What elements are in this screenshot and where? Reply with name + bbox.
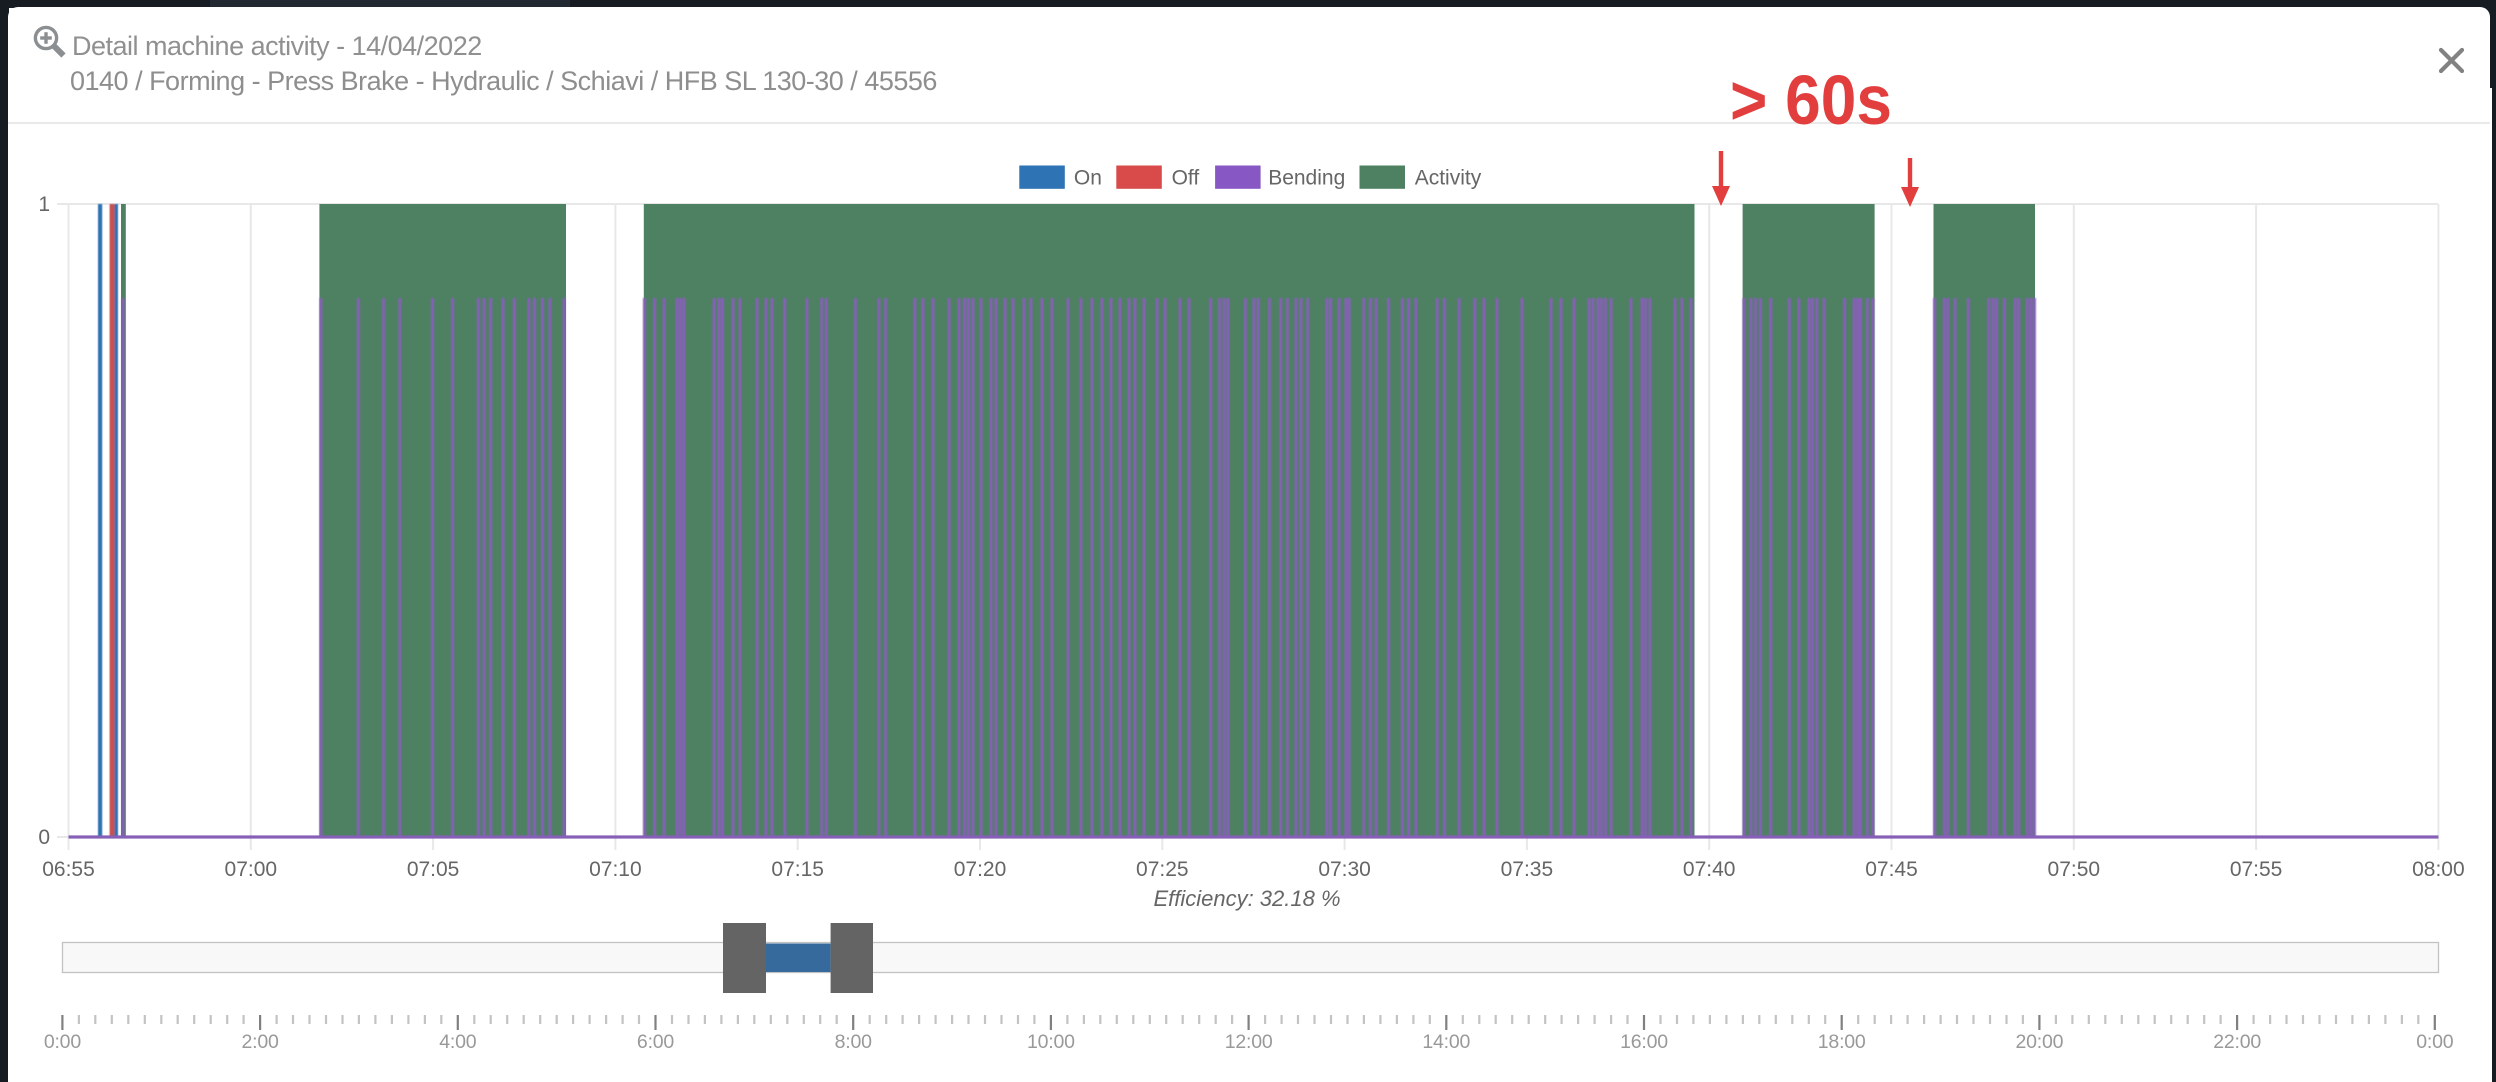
svg-text:07:05: 07:05 xyxy=(407,858,460,881)
svg-text:07:50: 07:50 xyxy=(2048,858,2101,881)
svg-text:07:40: 07:40 xyxy=(1683,858,1736,881)
svg-text:08:00: 08:00 xyxy=(2412,858,2465,881)
svg-text:14:00: 14:00 xyxy=(1422,1031,1470,1053)
svg-text:06:55: 06:55 xyxy=(42,858,95,881)
svg-text:16:00: 16:00 xyxy=(1620,1031,1668,1053)
svg-text:12:00: 12:00 xyxy=(1225,1031,1273,1053)
svg-text:8:00: 8:00 xyxy=(835,1031,873,1053)
svg-text:1: 1 xyxy=(38,193,50,216)
svg-text:18:00: 18:00 xyxy=(1818,1031,1866,1053)
svg-text:On: On xyxy=(1074,167,1102,190)
svg-text:6:00: 6:00 xyxy=(637,1031,675,1053)
svg-text:0:00: 0:00 xyxy=(44,1031,82,1053)
svg-text:20:00: 20:00 xyxy=(2015,1031,2063,1053)
svg-text:07:15: 07:15 xyxy=(771,858,824,881)
svg-text:07:00: 07:00 xyxy=(225,858,278,881)
svg-text:Efficiency: 32.18 %: Efficiency: 32.18 % xyxy=(1153,886,1340,911)
svg-text:07:30: 07:30 xyxy=(1318,858,1371,881)
svg-text:2:00: 2:00 xyxy=(242,1031,280,1053)
svg-text:Off: Off xyxy=(1172,167,1200,190)
svg-text:07:35: 07:35 xyxy=(1501,858,1554,881)
svg-text:Bending: Bending xyxy=(1268,167,1345,190)
svg-text:22:00: 22:00 xyxy=(2213,1031,2261,1053)
svg-text:07:20: 07:20 xyxy=(954,858,1007,881)
svg-text:07:45: 07:45 xyxy=(1865,858,1918,881)
svg-text:07:25: 07:25 xyxy=(1136,858,1189,881)
svg-text:10:00: 10:00 xyxy=(1027,1031,1075,1053)
svg-text:0: 0 xyxy=(38,826,50,849)
svg-text:07:55: 07:55 xyxy=(2230,858,2283,881)
svg-text:> 60s: > 60s xyxy=(1730,61,1892,139)
svg-text:4:00: 4:00 xyxy=(439,1031,477,1053)
svg-text:07:10: 07:10 xyxy=(589,858,642,881)
svg-text:0:00: 0:00 xyxy=(2416,1031,2454,1053)
svg-text:Activity: Activity xyxy=(1415,167,1482,190)
